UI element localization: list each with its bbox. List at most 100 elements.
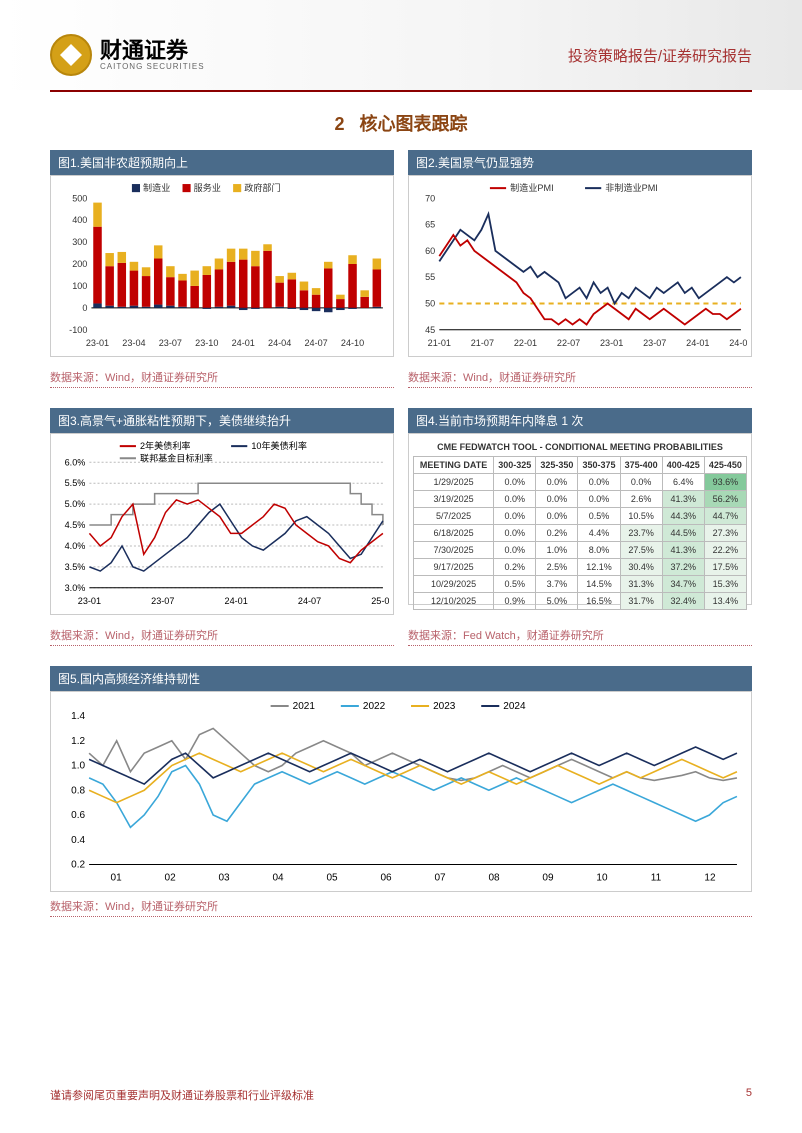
fedwatch-cell: 3.7% bbox=[536, 576, 578, 593]
fedwatch-cell: 10/29/2025 bbox=[414, 576, 494, 593]
chart-5-svg: 20212022202320240.20.40.60.81.01.21.4010… bbox=[55, 696, 747, 887]
chart-2-svg: 制造业PMI非制造业PMI45505560657021-0121-0722-01… bbox=[413, 180, 747, 352]
svg-text:400: 400 bbox=[72, 215, 87, 225]
fedwatch-cell: 32.4% bbox=[662, 593, 704, 610]
page-header: 财通证券 CAITONG SECURITIES 投资策略报告/证券研究报告 bbox=[0, 0, 802, 90]
fedwatch-cell: 44.7% bbox=[704, 508, 746, 525]
chart-3-source: 数据来源：Wind，财通证券研究所 bbox=[50, 627, 394, 643]
company-logo-icon bbox=[50, 34, 92, 76]
fedwatch-row: 9/17/20250.2%2.5%12.1%30.4%37.2%17.5% bbox=[414, 559, 747, 576]
fedwatch-cell: 0.0% bbox=[536, 474, 578, 491]
svg-text:联邦基金目标利率: 联邦基金目标利率 bbox=[140, 452, 213, 463]
svg-text:23-07: 23-07 bbox=[643, 338, 666, 348]
svg-text:非制造业PMI: 非制造业PMI bbox=[605, 182, 658, 193]
fedwatch-cell: 14.5% bbox=[578, 576, 620, 593]
chart-2: 图2.美国景气仍显强势 制造业PMI非制造业PMI45505560657021-… bbox=[408, 150, 752, 357]
footer-disclaimer: 谨请参阅尾页重要声明及财通证券股票和行业评级标准 bbox=[50, 1087, 314, 1103]
chart-2-body: 制造业PMI非制造业PMI45505560657021-0121-0722-01… bbox=[408, 175, 752, 357]
svg-text:45: 45 bbox=[425, 325, 435, 335]
svg-text:65: 65 bbox=[425, 220, 435, 230]
svg-text:02: 02 bbox=[165, 873, 177, 884]
fedwatch-header-cell: 350-375 bbox=[578, 457, 620, 474]
fedwatch-cell: 5.0% bbox=[536, 593, 578, 610]
fedwatch-cell: 1.0% bbox=[536, 542, 578, 559]
svg-text:2021: 2021 bbox=[293, 701, 316, 712]
svg-text:21-07: 21-07 bbox=[471, 338, 494, 348]
svg-text:11: 11 bbox=[651, 873, 662, 884]
svg-text:0.6: 0.6 bbox=[71, 810, 85, 821]
fedwatch-cell: 30.4% bbox=[620, 559, 662, 576]
svg-text:22-07: 22-07 bbox=[557, 338, 580, 348]
svg-text:06: 06 bbox=[380, 873, 392, 884]
fedwatch-cell: 12/10/2025 bbox=[414, 593, 494, 610]
chart-3: 图3.高景气+通胀粘性预期下，美债继续抬升 2年美债利率10年美债利率联邦基金目… bbox=[50, 408, 394, 615]
svg-text:1.4: 1.4 bbox=[71, 711, 85, 722]
fedwatch-cell: 23.7% bbox=[620, 525, 662, 542]
chart-3-svg: 2年美债利率10年美债利率联邦基金目标利率3.0%3.5%4.0%4.5%5.0… bbox=[55, 438, 389, 610]
fedwatch-cell: 31.7% bbox=[620, 593, 662, 610]
page-footer: 谨请参阅尾页重要声明及财通证券股票和行业评级标准 5 bbox=[50, 1087, 752, 1103]
svg-text:60: 60 bbox=[425, 246, 435, 256]
svg-text:04: 04 bbox=[272, 873, 284, 884]
svg-text:10: 10 bbox=[596, 873, 608, 884]
fedwatch-cell: 8.0% bbox=[578, 542, 620, 559]
chart-2-source: 数据来源：Wind，财通证券研究所 bbox=[408, 369, 752, 385]
fedwatch-header-cell: 400-425 bbox=[662, 457, 704, 474]
fedwatch-header-cell: 375-400 bbox=[620, 457, 662, 474]
logo-text-block: 财通证券 CAITONG SECURITIES bbox=[100, 40, 205, 71]
fedwatch-cell: 0.2% bbox=[494, 559, 536, 576]
divider bbox=[50, 387, 394, 388]
svg-text:23-01: 23-01 bbox=[600, 338, 623, 348]
svg-text:23-07: 23-07 bbox=[151, 596, 174, 606]
divider bbox=[408, 387, 752, 388]
svg-text:24-01: 24-01 bbox=[232, 338, 255, 348]
fedwatch-cell: 0.0% bbox=[494, 474, 536, 491]
svg-text:23-07: 23-07 bbox=[159, 338, 182, 348]
chart-5-body: 20212022202320240.20.40.60.81.01.21.4010… bbox=[50, 691, 752, 892]
svg-text:03: 03 bbox=[218, 873, 230, 884]
svg-text:05: 05 bbox=[326, 873, 338, 884]
fedwatch-row: 6/18/20250.0%0.2%4.4%23.7%44.5%27.3% bbox=[414, 525, 747, 542]
fedwatch-cell: 2.5% bbox=[536, 559, 578, 576]
svg-text:07: 07 bbox=[434, 873, 446, 884]
svg-text:22-01: 22-01 bbox=[514, 338, 537, 348]
chart-1-body: 制造业服务业政府部门-100010020030040050023-0123-04… bbox=[50, 175, 394, 357]
fedwatch-row: 3/19/20250.0%0.0%0.0%2.6%41.3%56.2% bbox=[414, 491, 747, 508]
svg-text:08: 08 bbox=[488, 873, 500, 884]
svg-text:09: 09 bbox=[542, 873, 554, 884]
content: 图1.美国非农超预期向上 制造业服务业政府部门-1000100200300400… bbox=[0, 150, 802, 917]
svg-text:200: 200 bbox=[72, 259, 87, 269]
svg-text:3.5%: 3.5% bbox=[65, 562, 86, 572]
fedwatch-cell: 6/18/2025 bbox=[414, 525, 494, 542]
svg-text:0.4: 0.4 bbox=[71, 835, 85, 846]
svg-text:23-04: 23-04 bbox=[122, 338, 145, 348]
fedwatch-cell: 4.4% bbox=[578, 525, 620, 542]
chart-3-body: 2年美债利率10年美债利率联邦基金目标利率3.0%3.5%4.0%4.5%5.0… bbox=[50, 433, 394, 615]
svg-text:政府部门: 政府部门 bbox=[244, 182, 280, 193]
svg-text:2023: 2023 bbox=[433, 701, 456, 712]
svg-text:24-01: 24-01 bbox=[686, 338, 709, 348]
chart-1: 图1.美国非农超预期向上 制造业服务业政府部门-1000100200300400… bbox=[50, 150, 394, 357]
fedwatch-cell: 22.2% bbox=[704, 542, 746, 559]
svg-text:23-10: 23-10 bbox=[195, 338, 218, 348]
section-title: 2 核心图表跟踪 bbox=[0, 110, 802, 136]
svg-text:55: 55 bbox=[425, 272, 435, 282]
divider bbox=[50, 645, 394, 646]
chart-4-title: 图4.当前市场预期年内降息 1 次 bbox=[408, 408, 752, 433]
fedwatch-header-cell: MEETING DATE bbox=[414, 457, 494, 474]
fedwatch-header-cell: 425-450 bbox=[704, 457, 746, 474]
fedwatch-row: 5/7/20250.0%0.0%0.5%10.5%44.3%44.7% bbox=[414, 508, 747, 525]
svg-text:4.0%: 4.0% bbox=[65, 541, 86, 551]
fedwatch-cell: 27.5% bbox=[620, 542, 662, 559]
fedwatch-row: 1/29/20250.0%0.0%0.0%0.0%6.4%93.6% bbox=[414, 474, 747, 491]
source-row-1: 数据来源：Wind，财通证券研究所 数据来源：Wind，财通证券研究所 bbox=[50, 363, 752, 402]
svg-text:3.0%: 3.0% bbox=[65, 583, 86, 593]
fedwatch-cell: 15.3% bbox=[704, 576, 746, 593]
svg-text:100: 100 bbox=[72, 281, 87, 291]
svg-text:1.2: 1.2 bbox=[71, 736, 85, 747]
fedwatch-cell: 1/29/2025 bbox=[414, 474, 494, 491]
fedwatch-cell: 27.3% bbox=[704, 525, 746, 542]
fedwatch-cell: 37.2% bbox=[662, 559, 704, 576]
chart-4-body: CME FEDWATCH TOOL - CONDITIONAL MEETING … bbox=[408, 433, 752, 605]
svg-text:0.2: 0.2 bbox=[71, 860, 85, 871]
